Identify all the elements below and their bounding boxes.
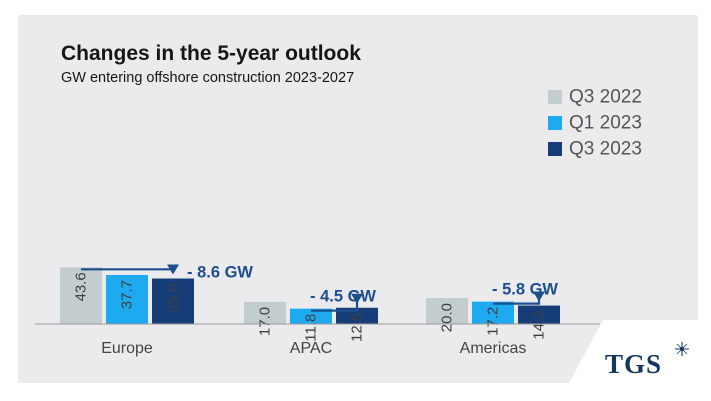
- bar-value-label: 17.2: [485, 307, 502, 336]
- change-arrow-head: [533, 291, 545, 302]
- bar-value-label: 12.5: [349, 313, 366, 342]
- change-annotation-label: - 4.5 GW: [310, 288, 376, 306]
- change-annotation-label: - 5.8 GW: [492, 281, 558, 299]
- legend: Q3 2022 Q1 2023 Q3 2023: [548, 87, 642, 160]
- bar-europe-q3-2022: [60, 267, 102, 324]
- star-icon: [675, 342, 689, 356]
- bar-value-label: 17.0: [257, 307, 274, 336]
- change-arrow-head: [167, 264, 179, 275]
- bar-value-label: 43.6: [73, 272, 90, 301]
- bar-value-label: 11.8: [303, 314, 320, 342]
- legend-label: Q1 2023: [569, 113, 642, 134]
- bar-value-label: 35.0: [165, 284, 182, 313]
- legend-swatch-q3-2022: [548, 90, 562, 104]
- bars-group: 43.6 37.7 35.0 17.0 11.8 12.5 20.0 17.2 14.2: [60, 267, 560, 342]
- logo-background: [569, 320, 698, 383]
- bar-apac-q3-2023: [336, 307, 378, 324]
- category-label-europe: Europe: [101, 340, 153, 357]
- category-labels: Europe APAC Americas: [101, 340, 526, 357]
- legend-swatch-q3-2023: [548, 142, 562, 156]
- category-label-apac: APAC: [290, 340, 332, 357]
- bar-americas-q3-2022: [426, 298, 468, 324]
- legend-label: Q3 2023: [569, 139, 642, 160]
- tgs-logo: TGS: [605, 342, 689, 379]
- bar-americas-q1-2023: [472, 301, 514, 324]
- bar-europe-q1-2023: [106, 274, 148, 324]
- chart-title: Changes in the 5-year outlook: [61, 42, 361, 65]
- legend-swatch-q1-2023: [548, 116, 562, 130]
- bar-apac-q1-2023: [290, 308, 332, 324]
- bar-value-label: 20.0: [439, 303, 456, 332]
- annotations-group: - 8.6 GW - 4.5 GW - 5.8 GW: [81, 263, 558, 312]
- bar-americas-q3-2023: [518, 305, 560, 324]
- bar-europe-q3-2023: [152, 278, 194, 324]
- chart-subtitle: GW entering offshore construction 2023-2…: [61, 70, 354, 86]
- legend-label: Q3 2022: [569, 87, 642, 108]
- logo-text: TGS: [605, 349, 662, 379]
- bar-value-label: 14.2: [531, 311, 548, 340]
- change-annotation-label: - 8.6 GW: [187, 263, 253, 281]
- change-arrow-head: [351, 293, 363, 304]
- bar-chart: Changes in the 5-year outlook GW enterin…: [35, 42, 698, 383]
- chart-card: Changes in the 5-year outlook GW enterin…: [18, 15, 698, 383]
- category-label-americas: Americas: [460, 340, 527, 357]
- bar-value-label: 37.7: [119, 280, 136, 309]
- bar-apac-q3-2022: [244, 301, 286, 324]
